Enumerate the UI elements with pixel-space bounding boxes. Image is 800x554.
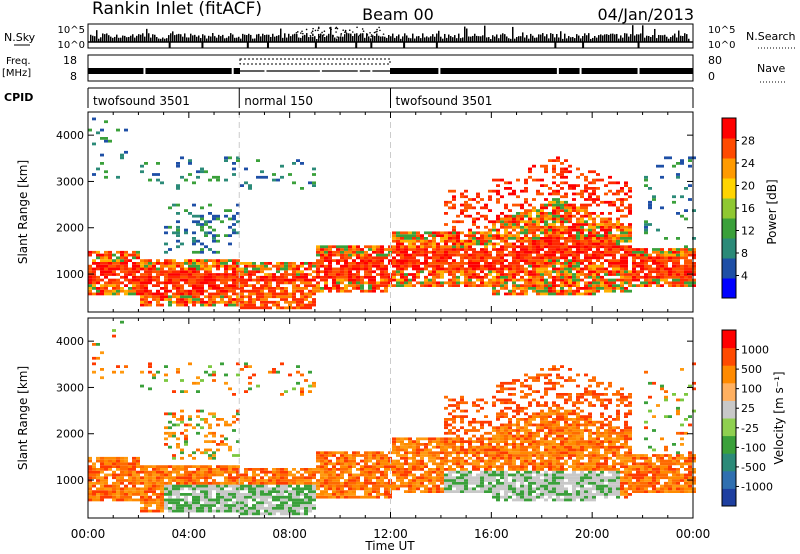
noise-right-tick-low: 10^0: [708, 40, 735, 51]
noise-left-tick-high: 10^5: [58, 25, 85, 36]
y-tick-label: 2000: [56, 428, 84, 441]
cpid-label: CPID: [4, 91, 33, 104]
y-tick-label: 4000: [56, 335, 84, 348]
velocity-y-label: Slant Range [km]: [16, 366, 30, 470]
colorbar-tick-label: 28: [741, 135, 755, 148]
freq-right-label: Nave: [757, 62, 785, 75]
noise-right-label: N.Search: [746, 30, 796, 43]
x-tick-label: 16:00: [474, 527, 509, 541]
freq-right-tick-high: 80: [708, 54, 722, 67]
x-axis-label: Time UT: [364, 539, 415, 553]
noise-left-label: N.Sky: [4, 31, 36, 44]
colorbar-swatch: [722, 453, 736, 472]
colorbar-tick-label: 25: [741, 402, 755, 415]
power-panel: 1000 2000 3000 4000 Slant Range [km] 28 24 20…: [16, 111, 779, 313]
velocity-panel: 1000 2000 3000 4000 Slant Range [km] 1000 50…: [16, 317, 786, 519]
colorbar-swatch: [722, 400, 736, 419]
velocity-colorbar-label: Velocity [m s⁻¹]: [772, 371, 786, 464]
cpid-segment-label: normal 150: [244, 94, 313, 108]
colorbar-tick-label: 12: [741, 225, 755, 238]
date-label: 04/Jan/2013: [597, 5, 694, 24]
colorbar-swatch: [722, 238, 736, 259]
colorbar-swatch: [722, 218, 736, 239]
freq-left-unit: [MHz]: [2, 68, 31, 79]
colorbar-swatch: [722, 118, 736, 139]
colorbar-tick-label: -100: [741, 441, 766, 454]
colorbar-swatch: [722, 178, 736, 199]
radar-title: Rankin Inlet (fitACF): [92, 0, 262, 19]
cpid-row: CPID twofsound 3501 normal 150 twofsound 3…: [4, 87, 694, 108]
y-tick-label: 3000: [56, 175, 84, 188]
cpid-segment-label: twofsound 3501: [396, 94, 493, 108]
colorbar-swatch: [722, 365, 736, 384]
colorbar-tick-label: 20: [741, 180, 755, 193]
freq-right-tick-low: 0: [708, 70, 715, 83]
x-tick-label: 20:00: [575, 527, 610, 541]
freq-panel: Freq. [MHz] 18 8 80 0 Nave: [2, 54, 785, 83]
freq-left-tick-low: 8: [70, 70, 77, 83]
colorbar-swatch: [722, 278, 736, 299]
colorbar-tick-label: 100: [741, 383, 762, 396]
colorbar-tick-label: 4: [741, 270, 748, 283]
noise-left-tick-low: 10^0: [58, 40, 85, 51]
colorbar-tick-label: -1000: [741, 480, 773, 493]
velocity-colorbar: 1000 500 100 25 -25 -100 -500 -1000: [721, 329, 773, 507]
beam-label: Beam 00: [362, 5, 434, 24]
power-colorbar-label: Power [dB]: [765, 179, 779, 244]
colorbar-tick-label: 16: [741, 202, 755, 215]
colorbar-swatch: [722, 138, 736, 159]
colorbar-tick-label: 8: [741, 247, 748, 260]
colorbar-tick-label: -25: [741, 422, 759, 435]
y-tick-label: 1000: [56, 268, 84, 281]
time-axis: 00:00 04:00 08:00 12:00 16:00 20:00 00:00: [71, 527, 711, 541]
x-tick-label: 04:00: [172, 527, 207, 541]
colorbar-swatch: [722, 347, 736, 366]
noise-right-tick-high: 10^5: [708, 25, 735, 36]
x-tick-label: 00:00: [71, 527, 106, 541]
y-tick-label: 1000: [56, 474, 84, 487]
y-tick-label: 2000: [56, 222, 84, 235]
colorbar-swatch: [722, 258, 736, 279]
colorbar-swatch: [722, 198, 736, 219]
y-tick-label: 3000: [56, 381, 84, 394]
colorbar-tick-label: 24: [741, 157, 755, 170]
power-y-label: Slant Range [km]: [16, 160, 30, 264]
freq-left-label: Freq.: [6, 56, 31, 67]
colorbar-tick-label: -500: [741, 461, 766, 474]
colorbar-swatch: [722, 158, 736, 179]
x-tick-label: 00:00: [676, 527, 711, 541]
power-colorbar: 28 24 20 16 12 8 4: [721, 117, 755, 299]
cpid-segment-label: twofsound 3501: [93, 94, 190, 108]
colorbar-swatch: [722, 382, 736, 401]
colorbar-tick-label: 1000: [741, 344, 769, 357]
colorbar-swatch: [722, 470, 736, 489]
x-tick-label: 08:00: [272, 527, 307, 541]
freq-left-tick-high: 18: [63, 54, 77, 67]
y-tick-label: 4000: [56, 129, 84, 142]
colorbar-swatch: [722, 435, 736, 454]
colorbar-swatch: [722, 330, 736, 349]
x-tick-label: 12:00: [373, 527, 408, 541]
colorbar-swatch: [722, 488, 736, 507]
colorbar-swatch: [722, 418, 736, 437]
colorbar-tick-label: 500: [741, 363, 762, 376]
noise-panel: N.Sky 10^5 10^0 10^5 10^0 N.Search: [4, 23, 796, 51]
